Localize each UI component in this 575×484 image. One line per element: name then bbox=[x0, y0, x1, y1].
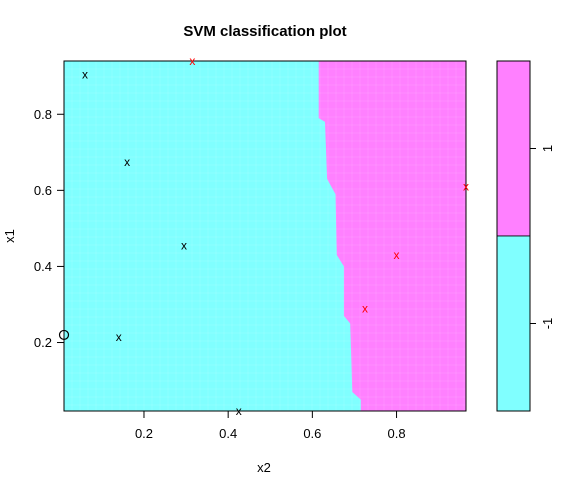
x-axis-label: x2 bbox=[257, 460, 271, 475]
data-point: x bbox=[362, 301, 368, 315]
data-point: x bbox=[463, 180, 469, 194]
support-vector-point bbox=[58, 329, 70, 341]
data-point: x bbox=[189, 54, 195, 68]
legend-label: -1 bbox=[540, 318, 555, 330]
y-tick-label: 0.4 bbox=[34, 259, 52, 274]
chart-title: SVM classification plot bbox=[183, 23, 346, 40]
plot-frame bbox=[63, 60, 467, 412]
axes: 0.2 0.4 0.6 0.8 0.2 0.4 0.6 0.8 bbox=[34, 107, 406, 441]
plot-area bbox=[63, 60, 467, 412]
data-point: x bbox=[236, 404, 242, 418]
region-class-1 bbox=[318, 61, 466, 411]
y-tick-label: 0.6 bbox=[34, 183, 52, 198]
x-tick-label: 0.6 bbox=[303, 426, 321, 441]
data-point: x bbox=[394, 248, 400, 262]
x-tick-label: 0.2 bbox=[135, 426, 153, 441]
legend-label: 1 bbox=[540, 145, 555, 152]
region-texture bbox=[64, 61, 466, 411]
legend-swatch bbox=[496, 235, 531, 412]
color-key-legend: 1 -1 bbox=[496, 60, 555, 412]
decision-regions bbox=[64, 61, 466, 411]
data-points: x x x x x x x x x bbox=[58, 54, 469, 418]
y-tick-label: 0.8 bbox=[34, 107, 52, 122]
data-point: x bbox=[124, 155, 130, 169]
data-point: x bbox=[82, 67, 88, 81]
x-tick-label: 0.4 bbox=[219, 426, 237, 441]
legend-swatch bbox=[496, 60, 531, 237]
y-axis-label: x1 bbox=[2, 229, 17, 243]
legend-frame bbox=[496, 60, 531, 412]
x-tick-label: 0.8 bbox=[388, 426, 406, 441]
data-point: x bbox=[116, 330, 122, 344]
data-point: x bbox=[181, 239, 187, 253]
y-tick-label: 0.2 bbox=[34, 335, 52, 350]
